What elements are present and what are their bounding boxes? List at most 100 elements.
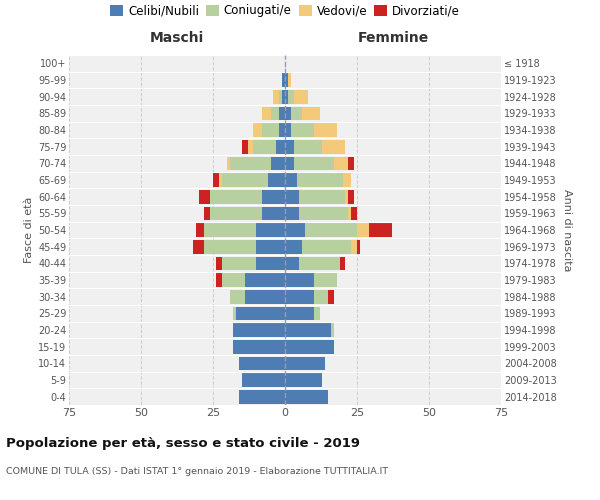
Bar — [285, 156, 293, 170]
Bar — [262, 123, 279, 137]
Bar — [328, 290, 334, 304]
Bar — [343, 173, 351, 187]
Bar — [193, 240, 205, 254]
Bar — [256, 223, 285, 237]
Bar — [279, 90, 282, 104]
Bar — [285, 306, 314, 320]
Bar — [205, 206, 210, 220]
Bar — [322, 140, 346, 153]
Bar — [293, 156, 334, 170]
Bar — [256, 240, 285, 254]
Bar — [285, 273, 314, 287]
Bar — [299, 190, 346, 203]
Bar — [233, 323, 285, 337]
Bar — [230, 156, 271, 170]
Bar — [245, 273, 285, 287]
Bar — [253, 140, 277, 153]
Bar — [302, 240, 351, 254]
Bar — [196, 223, 205, 237]
Bar — [302, 106, 320, 120]
Bar — [279, 123, 285, 137]
Bar — [210, 190, 262, 203]
Bar — [357, 240, 360, 254]
Bar — [282, 73, 285, 87]
Bar — [331, 323, 334, 337]
Bar — [285, 223, 305, 237]
Bar — [221, 173, 268, 187]
Bar — [282, 90, 285, 104]
Bar — [351, 240, 357, 254]
Bar — [285, 256, 299, 270]
Bar — [274, 90, 279, 104]
Bar — [285, 206, 299, 220]
Text: Popolazione per età, sesso e stato civile - 2019: Popolazione per età, sesso e stato civil… — [6, 438, 360, 450]
Bar — [221, 273, 245, 287]
Bar — [256, 256, 285, 270]
Bar — [351, 206, 357, 220]
Bar — [285, 373, 322, 387]
Bar — [314, 306, 320, 320]
Bar — [285, 73, 288, 87]
Y-axis label: Anni di nascita: Anni di nascita — [562, 188, 572, 271]
Bar — [293, 90, 308, 104]
Bar — [248, 140, 253, 153]
Bar — [277, 140, 285, 153]
Bar — [242, 373, 285, 387]
Bar — [296, 173, 343, 187]
Bar — [262, 190, 285, 203]
Bar — [314, 273, 337, 287]
Bar — [314, 290, 328, 304]
Bar — [268, 173, 285, 187]
Bar — [285, 290, 314, 304]
Bar — [285, 390, 328, 404]
Bar — [227, 156, 230, 170]
Bar — [349, 156, 354, 170]
Bar — [291, 106, 302, 120]
Bar — [285, 323, 331, 337]
Bar — [346, 190, 349, 203]
Bar — [236, 306, 285, 320]
Bar — [213, 173, 219, 187]
Bar — [334, 156, 349, 170]
Bar — [279, 106, 285, 120]
Bar — [239, 356, 285, 370]
Bar — [221, 256, 256, 270]
Bar — [285, 123, 291, 137]
Bar — [205, 223, 256, 237]
Bar — [285, 240, 302, 254]
Bar — [230, 290, 245, 304]
Bar — [216, 256, 221, 270]
Bar — [285, 190, 299, 203]
Bar — [205, 240, 256, 254]
Bar — [219, 173, 221, 187]
Bar — [262, 206, 285, 220]
Bar — [199, 190, 210, 203]
Bar — [293, 140, 322, 153]
Bar — [242, 140, 248, 153]
Bar — [285, 106, 291, 120]
Bar — [288, 73, 291, 87]
Legend: Celibi/Nubili, Coniugati/e, Vedovi/e, Divorziati/e: Celibi/Nubili, Coniugati/e, Vedovi/e, Di… — [106, 0, 464, 22]
Bar — [285, 140, 293, 153]
Bar — [216, 273, 221, 287]
Bar — [357, 223, 368, 237]
Bar — [340, 256, 346, 270]
Bar — [299, 256, 340, 270]
Bar — [349, 190, 354, 203]
Bar — [291, 123, 314, 137]
Bar — [314, 123, 337, 137]
Bar — [299, 206, 349, 220]
Bar — [253, 123, 262, 137]
Text: COMUNE DI TULA (SS) - Dati ISTAT 1° gennaio 2019 - Elaborazione TUTTITALIA.IT: COMUNE DI TULA (SS) - Dati ISTAT 1° genn… — [6, 468, 388, 476]
Y-axis label: Fasce di età: Fasce di età — [23, 197, 34, 263]
Bar — [271, 156, 285, 170]
Bar — [210, 206, 262, 220]
Bar — [368, 223, 392, 237]
Bar — [349, 206, 351, 220]
Bar — [271, 106, 279, 120]
Bar — [233, 340, 285, 353]
Bar — [285, 356, 325, 370]
Text: Maschi: Maschi — [150, 31, 204, 45]
Bar — [262, 106, 271, 120]
Bar — [285, 90, 288, 104]
